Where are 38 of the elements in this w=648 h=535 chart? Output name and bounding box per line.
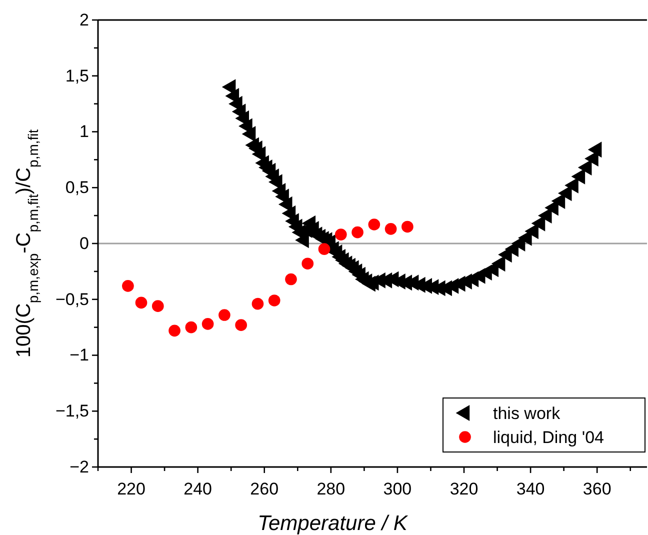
y-tick-label: −1,5 bbox=[55, 402, 89, 421]
legend-label: liquid, Ding '04 bbox=[493, 428, 604, 447]
point bbox=[334, 228, 347, 240]
point bbox=[352, 226, 364, 238]
x-tick-label: 300 bbox=[383, 480, 412, 499]
point bbox=[318, 243, 330, 255]
y-tick-label: −1 bbox=[70, 346, 89, 365]
point bbox=[168, 324, 180, 337]
y-tick-label: 0 bbox=[80, 234, 89, 253]
point bbox=[384, 223, 397, 235]
point bbox=[185, 321, 198, 334]
point bbox=[402, 220, 414, 233]
point bbox=[218, 309, 230, 321]
y-tick-label: −0,5 bbox=[55, 290, 89, 309]
y-tick-label: 0,5 bbox=[65, 178, 89, 198]
x-tick-label: 340 bbox=[516, 480, 545, 499]
point bbox=[202, 318, 214, 330]
y-tick-label: −2 bbox=[70, 457, 89, 476]
x-axis-title: Temperature / K bbox=[258, 512, 408, 535]
x-tick-label: 220 bbox=[117, 480, 146, 499]
x-tick-label: 360 bbox=[582, 480, 612, 499]
point bbox=[302, 258, 314, 270]
point bbox=[252, 298, 264, 310]
point bbox=[268, 294, 280, 306]
point bbox=[135, 296, 148, 309]
y-tick-label: 1 bbox=[80, 122, 89, 142]
point bbox=[122, 280, 134, 292]
point bbox=[368, 218, 380, 230]
point bbox=[285, 273, 297, 286]
y-tick-label: 1,5 bbox=[65, 66, 89, 86]
point bbox=[235, 319, 247, 331]
point bbox=[152, 300, 164, 312]
x-tick-label: 320 bbox=[450, 480, 478, 499]
x-tick-label: 240 bbox=[184, 480, 212, 499]
x-tick-label: 280 bbox=[316, 480, 346, 499]
y-tick-label: 2 bbox=[80, 10, 89, 30]
x-tick-label: 260 bbox=[250, 480, 279, 499]
legend-label: this work bbox=[493, 404, 561, 423]
